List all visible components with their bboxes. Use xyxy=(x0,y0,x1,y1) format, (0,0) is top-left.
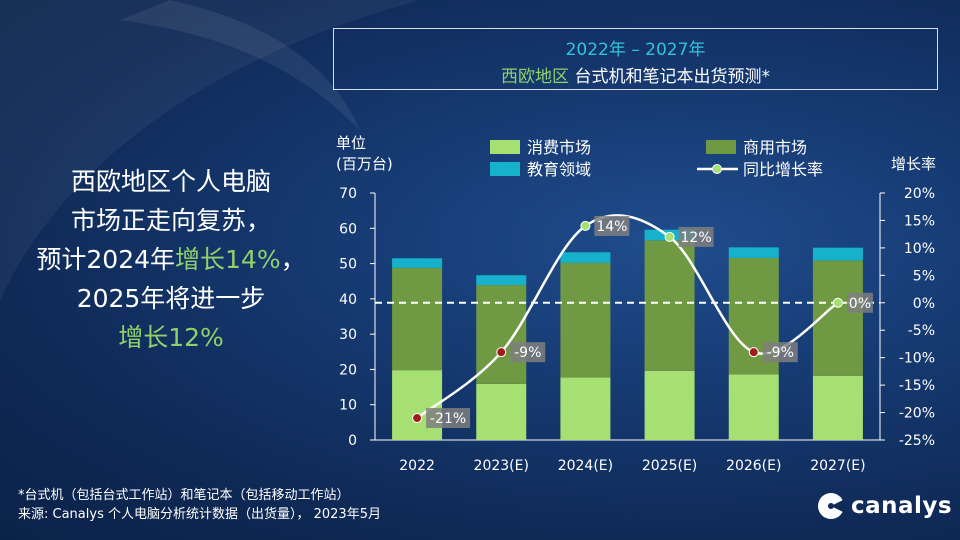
legend-label-growth: 同比增长率 xyxy=(743,160,823,179)
canalys-logo-text: canalys xyxy=(851,493,953,519)
x-tick-label: 2023(E) xyxy=(474,458,529,474)
growth-point xyxy=(580,220,591,231)
bar-consumer xyxy=(728,374,779,440)
x-tick-label: 2026(E) xyxy=(726,458,781,474)
y-tick-label: 50 xyxy=(339,257,357,273)
chart-title-region: 西欧地区 xyxy=(501,67,570,87)
headline-highlight-2024: 增长14% xyxy=(175,245,281,274)
growth-point xyxy=(412,413,423,424)
bar-commercial xyxy=(392,267,443,371)
bar-consumer xyxy=(560,377,611,440)
legend-swatch-growth-point xyxy=(712,164,722,174)
bar-commercial xyxy=(560,262,611,378)
y-tick-label: 0 xyxy=(348,433,357,449)
growth-label-box xyxy=(846,292,873,313)
growth-label-box xyxy=(762,342,798,363)
y-tick-label: 10 xyxy=(339,398,357,414)
y2-tick-label: 0% xyxy=(913,296,935,312)
canalys-logo-icon xyxy=(818,493,845,519)
headline-line-1: 西欧地区个人电脑 xyxy=(70,167,271,196)
bar-consumer xyxy=(476,383,527,440)
bar-education xyxy=(560,252,611,263)
growth-label: -9% xyxy=(514,345,541,361)
chart-title-box: 2022年 – 2027年 西欧地区 台式机和笔记本出货预测* xyxy=(333,28,938,90)
y2-tick-label: -20% xyxy=(899,406,935,422)
footnote-definition: *台式机（包括台式工作站）和笔记本（包括移动工作站） xyxy=(18,488,350,503)
y2-tick-label: 5% xyxy=(913,268,935,284)
x-tick-label: 2024(E) xyxy=(558,458,613,474)
headline-line-3a: 预计2024年 xyxy=(36,245,176,274)
headline-line-2: 市场正走向复苏， xyxy=(70,206,271,235)
x-tick-label: 2027(E) xyxy=(810,458,865,474)
growth-point xyxy=(664,231,675,242)
chart-title-subject: 台式机和笔记本出货预测* xyxy=(569,67,770,87)
x-tick-label: 2025(E) xyxy=(642,458,697,474)
canalys-logo: canalys xyxy=(816,491,952,521)
chart-title-years: 2022年 – 2027年 xyxy=(565,40,706,60)
footnote: *台式机（包括台式工作站）和笔记本（包括移动工作站） 来源: Canalys 个… xyxy=(18,486,381,524)
growth-label: 14% xyxy=(596,219,627,235)
y2-tick-label: 20% xyxy=(904,186,935,202)
growth-point xyxy=(832,297,843,308)
y-tick-label: 30 xyxy=(339,327,357,343)
y-tick-label: 20 xyxy=(339,362,357,378)
y2-axis-title: 增长率 xyxy=(891,155,936,173)
bar-education xyxy=(392,258,443,268)
legend-swatch-education xyxy=(490,162,520,176)
y2-tick-label: 15% xyxy=(904,213,935,229)
x-tick-label: 2022 xyxy=(399,458,435,474)
bar-commercial xyxy=(644,240,695,371)
y2-tick-label: 10% xyxy=(904,241,935,257)
legend-swatch-consumer xyxy=(490,140,520,154)
headline: 西欧地区个人电脑 市场正走向复苏， 预计2024年增长14%， 2025年将进一… xyxy=(12,162,330,357)
y-tick-label: 70 xyxy=(339,186,357,202)
growth-label-box xyxy=(510,342,546,363)
headline-highlight-2025: 增长12% xyxy=(118,323,224,352)
y-tick-label: 60 xyxy=(339,221,357,237)
y-tick-label: 40 xyxy=(339,292,357,308)
growth-point xyxy=(496,347,507,358)
headline-line-4: 2025年将进一步 xyxy=(76,284,266,313)
headline-line-3: 预计2024年增长14%， xyxy=(12,240,330,279)
growth-label-box xyxy=(678,226,714,247)
growth-label-box xyxy=(594,215,630,236)
growth-label: 12% xyxy=(681,230,712,246)
legend-label-commercial: 商用市场 xyxy=(743,138,807,157)
growth-point xyxy=(748,347,759,358)
y2-tick-label: -15% xyxy=(899,378,935,394)
y2-tick-label: -25% xyxy=(899,433,935,449)
bar-education xyxy=(812,247,863,261)
y-axis-title: 单位 xyxy=(336,134,366,152)
y-axis-title-unit: (百万台) xyxy=(336,155,393,173)
bar-consumer xyxy=(812,375,863,440)
chart-title: 西欧地区 台式机和笔记本出货预测* xyxy=(334,62,937,87)
legend-label-consumer: 消费市场 xyxy=(527,138,591,157)
footnote-source: 来源: Canalys 个人电脑分析统计数据（出货量）， 2023年5月 xyxy=(18,507,381,522)
growth-label: -9% xyxy=(767,345,794,361)
y2-tick-label: -5% xyxy=(908,323,935,339)
headline-line-3c: ， xyxy=(280,245,306,274)
y2-tick-label: -10% xyxy=(899,351,935,367)
legend-label-education: 教育领域 xyxy=(527,160,591,179)
growth-label: 0% xyxy=(849,296,871,312)
legend-swatch-commercial xyxy=(706,140,736,154)
bar-consumer xyxy=(392,370,443,440)
bar-consumer xyxy=(644,370,695,440)
growth-label-box xyxy=(426,408,471,429)
bar-education xyxy=(476,275,527,286)
growth-label: -21% xyxy=(430,411,466,427)
bar-education xyxy=(728,247,779,258)
